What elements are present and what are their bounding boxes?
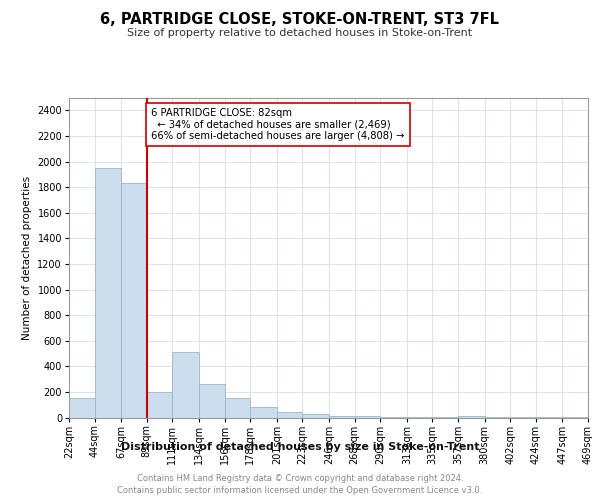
Bar <box>355 416 380 418</box>
Bar <box>277 412 302 418</box>
Bar <box>458 416 485 418</box>
Bar <box>329 416 355 418</box>
Text: Size of property relative to detached houses in Stoke-on-Trent: Size of property relative to detached ho… <box>127 28 473 38</box>
Bar <box>147 392 172 417</box>
Bar <box>172 352 199 418</box>
Text: Contains HM Land Registry data © Crown copyright and database right 2024.: Contains HM Land Registry data © Crown c… <box>137 474 463 483</box>
Bar <box>95 168 121 418</box>
Text: Contains public sector information licensed under the Open Government Licence v3: Contains public sector information licen… <box>118 486 482 495</box>
Text: 6 PARTRIDGE CLOSE: 82sqm
  ← 34% of detached houses are smaller (2,469)
66% of s: 6 PARTRIDGE CLOSE: 82sqm ← 34% of detach… <box>151 108 405 141</box>
Bar <box>302 414 329 418</box>
Bar <box>250 408 277 418</box>
Bar <box>69 398 95 417</box>
Bar <box>380 417 407 418</box>
Text: Distribution of detached houses by size in Stoke-on-Trent: Distribution of detached houses by size … <box>121 442 479 452</box>
Bar <box>224 398 250 417</box>
Text: 6, PARTRIDGE CLOSE, STOKE-ON-TRENT, ST3 7FL: 6, PARTRIDGE CLOSE, STOKE-ON-TRENT, ST3 … <box>101 12 499 28</box>
Y-axis label: Number of detached properties: Number of detached properties <box>22 176 32 340</box>
Bar <box>121 184 147 418</box>
Bar <box>199 384 224 418</box>
